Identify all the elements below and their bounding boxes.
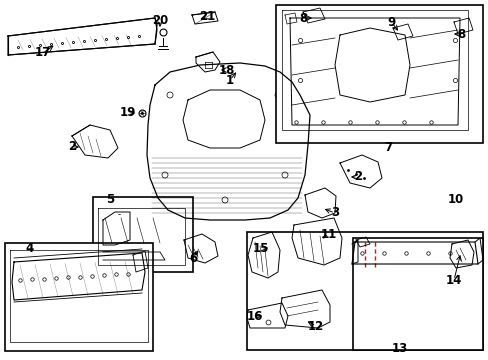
Bar [93, 197, 193, 272]
Text: 21: 21 [199, 10, 215, 23]
Text: 11: 11 [320, 228, 336, 240]
Text: 6: 6 [188, 252, 197, 265]
Text: 2: 2 [68, 140, 76, 153]
Text: 17: 17 [35, 46, 51, 59]
Bar [275, 5, 482, 143]
Text: 5: 5 [106, 193, 114, 207]
Text: 7: 7 [383, 141, 391, 154]
Text: 19: 19 [120, 107, 136, 120]
Text: 18: 18 [218, 63, 235, 77]
Bar [246, 232, 482, 350]
Text: 2: 2 [353, 171, 361, 184]
Text: 20: 20 [152, 13, 168, 27]
Text: 3: 3 [330, 207, 338, 220]
Text: 9: 9 [387, 17, 395, 30]
Text: 12: 12 [307, 320, 324, 333]
Text: 14: 14 [445, 274, 461, 287]
Text: 16: 16 [246, 310, 263, 323]
Text: 8: 8 [456, 27, 464, 40]
Bar [352, 238, 482, 350]
Text: 13: 13 [391, 342, 407, 355]
Text: 4: 4 [26, 243, 34, 256]
Text: 10: 10 [447, 193, 463, 207]
Bar [5, 243, 153, 351]
Text: 8: 8 [298, 12, 306, 24]
Text: 1: 1 [225, 73, 234, 86]
Text: 15: 15 [252, 242, 268, 255]
